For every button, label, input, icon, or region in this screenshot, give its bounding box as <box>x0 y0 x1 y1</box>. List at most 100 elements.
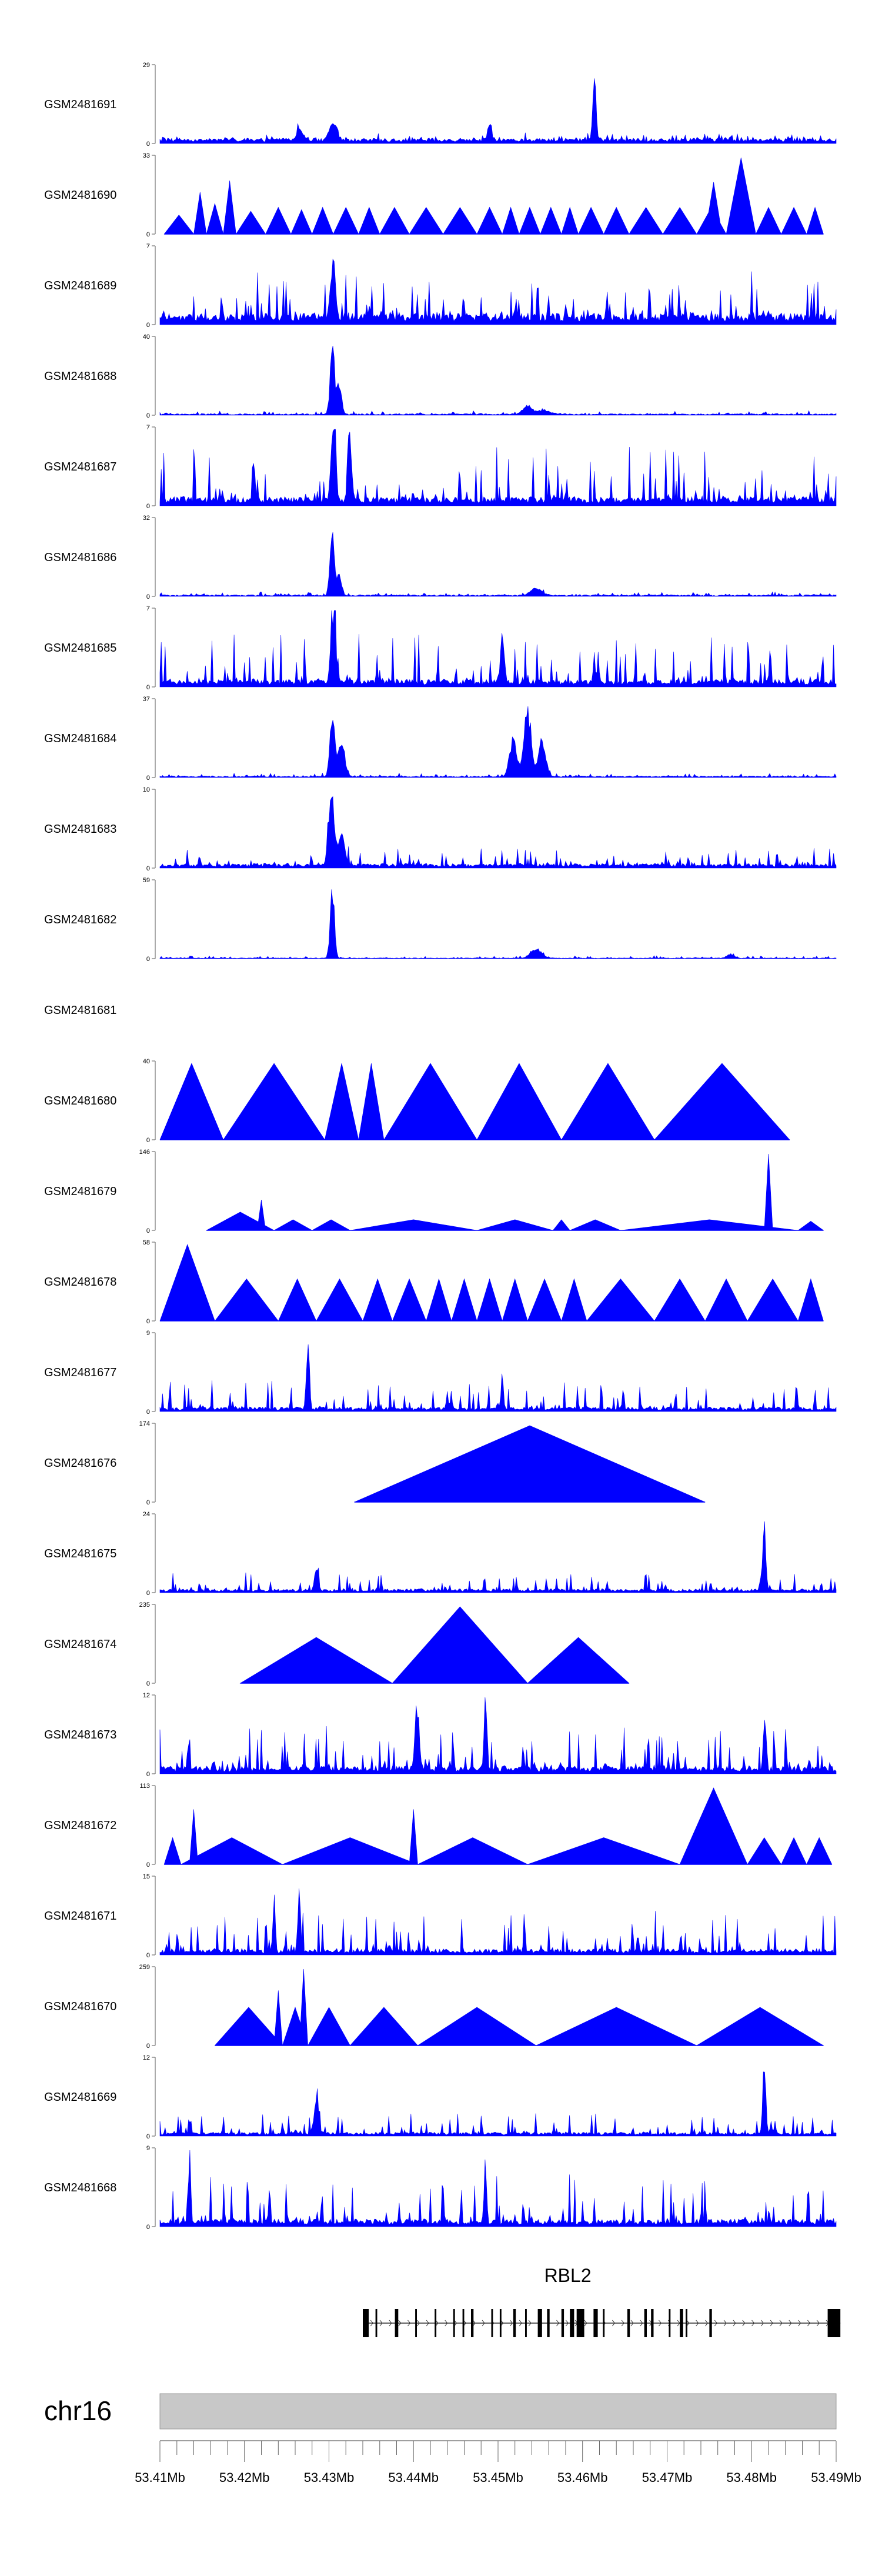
y-max-label: 37 <box>143 696 150 703</box>
signal-triangle <box>806 1837 833 1865</box>
y-min-label: 0 <box>146 503 150 510</box>
track-GSM2481674: GSM2481674 235 0 <box>44 1601 630 1687</box>
signal-area <box>159 796 837 869</box>
gene-exon <box>547 2309 550 2337</box>
track-GSM2481678: GSM2481678 58 0 <box>44 1239 824 1325</box>
track-label: GSM2481684 <box>44 732 116 745</box>
track-GSM2481691: GSM2481691 29 0 <box>44 62 837 148</box>
x-tick-label: 53.46Mb <box>557 2470 608 2485</box>
signal-triangle <box>273 1219 313 1231</box>
signal-triangle <box>333 206 359 235</box>
chromosome-bar <box>159 2393 837 2430</box>
signal-triangle <box>358 206 380 235</box>
x-tick-label: 53.43Mb <box>304 2470 355 2485</box>
signal-triangle <box>781 206 807 235</box>
track-label: GSM2481678 <box>44 1276 116 1289</box>
signal-triangle <box>273 1990 283 2046</box>
signal-triangle <box>308 2007 350 2046</box>
y-max-label: 32 <box>143 515 150 522</box>
signal-triangle <box>476 206 503 235</box>
signal-triangle <box>578 206 604 235</box>
track-label: GSM2481668 <box>44 2181 116 2194</box>
signal-triangle <box>282 1837 418 1865</box>
track-label: GSM2481689 <box>44 279 116 292</box>
gene-exon <box>561 2309 564 2337</box>
x-tick-label: 53.41Mb <box>135 2470 185 2485</box>
gene-exon <box>651 2309 654 2337</box>
gene-exon <box>363 2309 369 2337</box>
track-label: GSM2481688 <box>44 370 116 383</box>
signal-triangle <box>324 1063 359 1140</box>
y-min-label: 0 <box>146 593 150 600</box>
strand-arrow-icon <box>723 2320 727 2327</box>
y-min-label: 0 <box>146 684 150 691</box>
gene-exon <box>471 2309 474 2337</box>
strand-arrow-icon <box>472 2320 476 2327</box>
gene-exon <box>593 2309 598 2337</box>
signal-triangle <box>223 180 236 235</box>
gene-exon <box>603 2309 605 2337</box>
signal-triangle <box>349 2007 419 2046</box>
y-min-label: 0 <box>146 2043 150 2050</box>
gene-track: RBL2 <box>363 2265 841 2337</box>
gene-exon <box>570 2309 574 2337</box>
signal-triangle <box>502 206 520 235</box>
track-label: GSM2481675 <box>44 1547 116 1560</box>
strand-arrow-icon <box>426 2320 429 2327</box>
signal-triangle <box>159 1244 215 1322</box>
signal-triangle <box>764 1153 773 1231</box>
signal-triangle <box>797 1278 824 1322</box>
signal-triangle <box>350 1219 477 1231</box>
signal-triangle <box>278 1278 317 1322</box>
gene-exon <box>680 2309 683 2337</box>
y-max-label: 29 <box>143 62 150 69</box>
signal-triangle <box>265 206 292 235</box>
chromosome-ideogram: chr16 <box>44 2393 837 2430</box>
signal-triangle <box>679 1787 748 1865</box>
track-GSM2481684: GSM2481684 37 0 <box>44 696 837 782</box>
signal-triangle <box>206 202 224 235</box>
x-tick-label: 53.49Mb <box>811 2470 861 2485</box>
strand-arrow-icon <box>659 2320 662 2327</box>
y-max-label: 9 <box>146 2145 150 2152</box>
track-GSM2481682: GSM2481682 59 0 <box>44 877 837 963</box>
y-min-label: 0 <box>146 1590 150 1597</box>
signal-area <box>159 1888 837 1956</box>
signal-triangle <box>561 206 579 235</box>
strand-arrow-icon <box>798 2320 801 2327</box>
y-min-label: 0 <box>146 775 150 782</box>
signal-triangle <box>214 2007 283 2046</box>
signal-area <box>159 346 837 416</box>
signal-triangle <box>755 206 782 235</box>
x-tick-label: 53.48Mb <box>726 2470 777 2485</box>
signal-triangle <box>519 206 541 235</box>
strand-arrow-icon <box>370 2320 373 2327</box>
strand-arrow-icon <box>398 2320 402 2327</box>
y-min-label: 0 <box>146 412 150 419</box>
track-label: GSM2481687 <box>44 461 116 473</box>
strand-arrow-icon <box>482 2320 485 2327</box>
strand-arrow-icon <box>789 2320 792 2327</box>
strand-arrow-icon <box>807 2320 811 2327</box>
track-GSM2481687: GSM2481687 7 0 <box>44 424 837 510</box>
x-tick-label: 53.45Mb <box>473 2470 523 2485</box>
x-tick-label: 53.42Mb <box>219 2470 270 2485</box>
signal-triangle <box>704 182 723 235</box>
signal-triangle <box>193 192 207 235</box>
gene-exon <box>576 2309 584 2337</box>
y-max-label: 7 <box>146 605 150 612</box>
gene-exon <box>686 2309 687 2337</box>
gene-exon <box>627 2309 630 2337</box>
y-max-label: 9 <box>146 1330 150 1337</box>
y-min-label: 0 <box>146 865 150 872</box>
track-label: GSM2481673 <box>44 1729 116 1741</box>
strand-arrow-icon <box>640 2320 643 2327</box>
signal-triangle <box>806 206 824 235</box>
track-label: GSM2481672 <box>44 1819 116 1832</box>
y-min-label: 0 <box>146 1680 150 1687</box>
signal-area <box>159 2071 837 2137</box>
strand-arrow-icon <box>463 2320 467 2327</box>
signal-triangle <box>239 1637 393 1684</box>
signal-area <box>159 706 837 778</box>
